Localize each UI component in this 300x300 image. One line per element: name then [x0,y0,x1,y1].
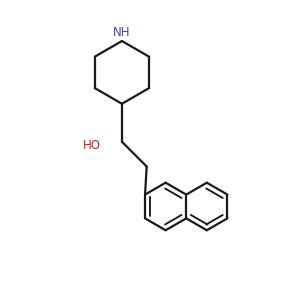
Text: NH: NH [113,26,131,39]
Text: HO: HO [82,139,100,152]
